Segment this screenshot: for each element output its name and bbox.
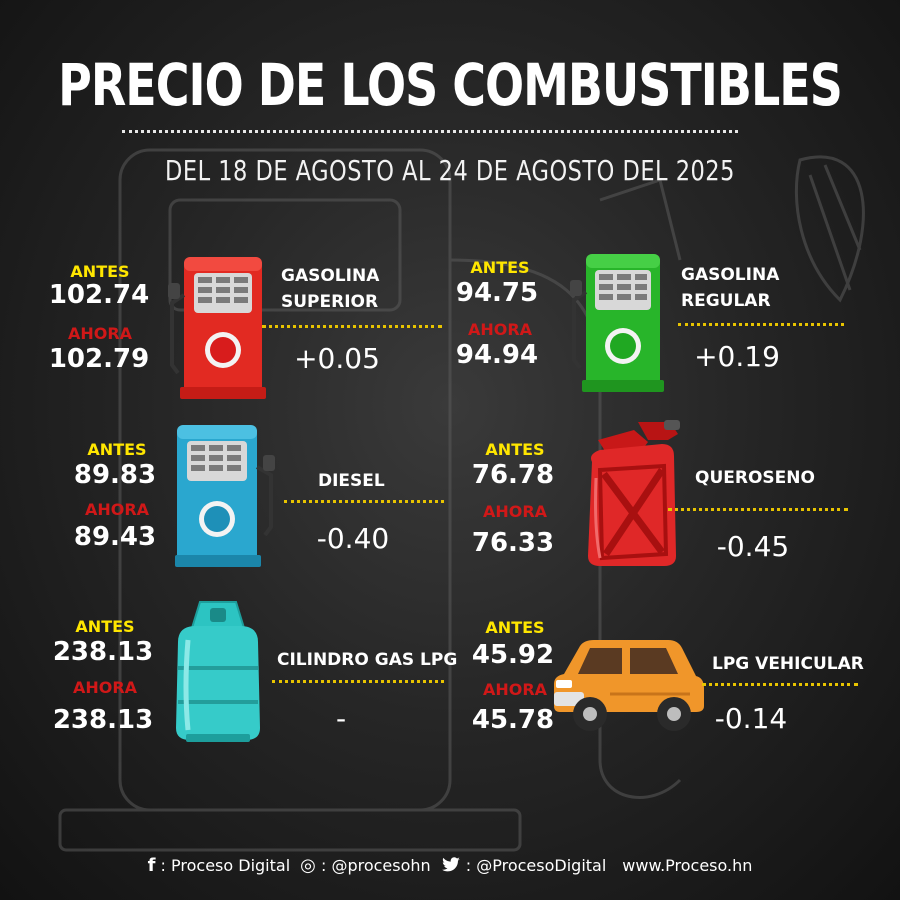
antes-value: 89.83 bbox=[73, 460, 157, 490]
ahora-label: AHORA bbox=[482, 502, 548, 521]
fuel-name-line1: QUEROSENO bbox=[695, 468, 815, 488]
ahora-label: AHORA bbox=[467, 320, 533, 339]
instagram-icon: ◎ bbox=[300, 854, 316, 876]
antes-value: 238.13 bbox=[52, 637, 154, 667]
ahora-label: AHORA bbox=[84, 500, 150, 519]
ahora-value: 238.13 bbox=[52, 705, 154, 735]
antes-label: ANTES bbox=[485, 440, 545, 459]
website-link[interactable]: www.Proceso.hn bbox=[622, 855, 753, 875]
ahora-label: AHORA bbox=[482, 680, 548, 699]
ahora-label: AHORA bbox=[72, 678, 138, 697]
fuel-name: LPG VEHICULAR bbox=[712, 651, 864, 677]
antes-value: 45.92 bbox=[471, 640, 555, 670]
antes-value: 94.75 bbox=[455, 278, 539, 308]
antes-value: 76.78 bbox=[471, 460, 555, 490]
fuel-name: CILINDRO GAS LPG bbox=[277, 647, 457, 673]
instagram-link[interactable]: ◎ : @procesohn bbox=[300, 855, 431, 876]
price-change: +0.19 bbox=[694, 340, 780, 373]
antes-value: 102.74 bbox=[48, 280, 150, 310]
dotted-divider bbox=[668, 508, 848, 511]
facebook-icon: f bbox=[147, 854, 156, 876]
price-change: +0.05 bbox=[294, 342, 380, 375]
price-change: -0.45 bbox=[716, 530, 790, 563]
twitter-icon bbox=[441, 856, 460, 871]
green-fuel-pump-icon bbox=[570, 254, 664, 392]
twitter-link[interactable]: : @ProcesoDigital bbox=[441, 855, 607, 875]
antes-label: ANTES bbox=[75, 617, 135, 636]
price-change: -0.14 bbox=[714, 702, 788, 735]
fuel-name: QUEROSENO bbox=[695, 465, 815, 491]
fuel-name-line2: REGULAR bbox=[681, 291, 771, 311]
red-fuel-pump-icon bbox=[168, 257, 266, 399]
orange-car-icon bbox=[554, 640, 704, 731]
facebook-handle: : Proceso Digital bbox=[160, 855, 291, 875]
antes-label: ANTES bbox=[485, 618, 545, 637]
ahora-label: AHORA bbox=[67, 324, 133, 343]
antes-label: ANTES bbox=[87, 440, 147, 459]
antes-label: ANTES bbox=[70, 262, 130, 281]
price-change: - bbox=[335, 702, 347, 735]
gas-cylinder-icon bbox=[176, 601, 260, 742]
dotted-divider bbox=[262, 325, 442, 328]
twitter-handle: : @ProcesoDigital bbox=[465, 855, 607, 875]
ahora-value: 45.78 bbox=[471, 705, 555, 735]
ahora-value: 102.79 bbox=[48, 344, 150, 374]
blue-fuel-pump-icon bbox=[175, 425, 275, 567]
fuel-name-line2: SUPERIOR bbox=[281, 292, 379, 312]
fuel-name-line1: GASOLINA bbox=[281, 266, 380, 286]
title-divider bbox=[122, 130, 738, 133]
dotted-divider bbox=[284, 500, 444, 503]
fuel-name: DIESEL bbox=[318, 468, 385, 494]
page-title: PRECIO DE LOS COMBUSTIBLES bbox=[58, 51, 843, 119]
ahora-value: 89.43 bbox=[73, 522, 157, 552]
fuel-name-line1: GASOLINA bbox=[681, 265, 780, 285]
antes-label: ANTES bbox=[470, 258, 530, 277]
price-change: -0.40 bbox=[316, 522, 390, 555]
ahora-value: 76.33 bbox=[471, 528, 555, 558]
facebook-link[interactable]: f : Proceso Digital bbox=[148, 855, 291, 876]
fuel-name-line1: DIESEL bbox=[318, 471, 385, 491]
red-jerrycan-icon bbox=[588, 420, 680, 566]
dotted-divider bbox=[678, 323, 844, 326]
fuel-name: GASOLINA SUPERIOR bbox=[281, 263, 379, 315]
fuel-name: GASOLINA REGULAR bbox=[681, 262, 779, 314]
instagram-handle: : @procesohn bbox=[320, 855, 431, 875]
footer-social-bar: f : Proceso Digital ◎ : @procesohn : @Pr… bbox=[0, 850, 900, 880]
ahora-value: 94.94 bbox=[455, 340, 539, 370]
fuel-name-line1: CILINDRO GAS LPG bbox=[277, 650, 458, 670]
dotted-divider bbox=[702, 683, 858, 686]
page-subtitle: DEL 18 DE AGOSTO AL 24 DE AGOSTO DEL 202… bbox=[165, 154, 735, 187]
dotted-divider bbox=[272, 680, 444, 683]
fuel-name-line1: LPG VEHICULAR bbox=[712, 654, 864, 674]
